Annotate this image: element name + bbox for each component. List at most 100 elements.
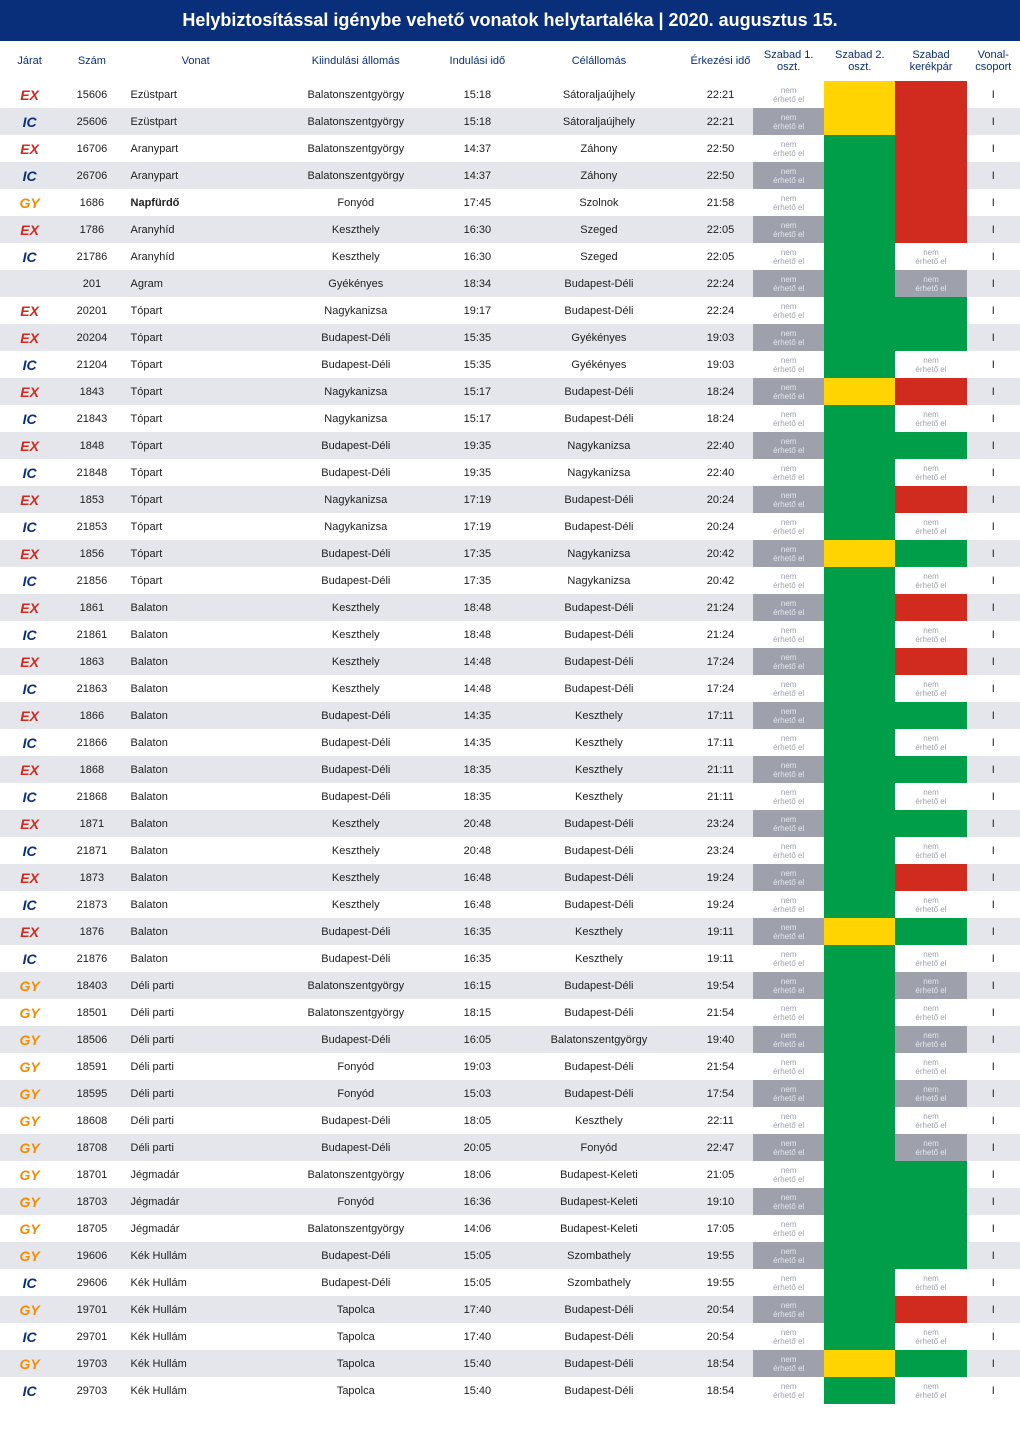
cell-jarat: GY <box>0 189 59 216</box>
status-cell <box>895 378 966 405</box>
cell-vcs: I <box>967 297 1020 324</box>
cell-eido: 17:11 <box>688 729 753 756</box>
cell-iido: 15:35 <box>445 324 510 351</box>
cell-vcs: I <box>967 756 1020 783</box>
status-cell: nemérhető el <box>895 891 966 918</box>
status-cell: nemérhető el <box>753 486 824 513</box>
status-cell: nemérhető el <box>753 1350 824 1377</box>
status-cell: nemérhető el <box>753 945 824 972</box>
cell-kiind: Budapest-Déli <box>267 1134 445 1161</box>
cell-vcs: I <box>967 486 1020 513</box>
cell-vonat: Déli parti <box>125 1107 267 1134</box>
cell-eido: 19:54 <box>688 972 753 999</box>
cell-eido: 18:24 <box>688 378 753 405</box>
cell-eido: 20:24 <box>688 513 753 540</box>
status-cell: nemérhető el <box>895 1269 966 1296</box>
cell-vcs: I <box>967 216 1020 243</box>
status-cell <box>824 756 895 783</box>
cell-cel: Budapest-Déli <box>510 594 688 621</box>
status-cell <box>895 81 966 108</box>
cell-vonat: Tópart <box>125 540 267 567</box>
table-row: IC21843TópartNagykanizsa15:17Budapest-Dé… <box>0 405 1020 432</box>
hdr-iido: Indulási idő <box>445 41 510 81</box>
status-cell <box>824 378 895 405</box>
cell-kiind: Keszthely <box>267 621 445 648</box>
cell-jarat: IC <box>0 243 59 270</box>
cell-jarat: IC <box>0 351 59 378</box>
cell-cel: Budapest-Déli <box>510 270 688 297</box>
cell-cel: Nagykanizsa <box>510 567 688 594</box>
cell-szam: 18708 <box>59 1134 124 1161</box>
cell-jarat: EX <box>0 378 59 405</box>
cell-vonat: Agram <box>125 270 267 297</box>
status-cell: nemérhető el <box>753 1026 824 1053</box>
status-cell <box>824 162 895 189</box>
cell-eido: 21:24 <box>688 621 753 648</box>
status-cell: nemérhető el <box>895 513 966 540</box>
table-row: IC21868BalatonBudapest-Déli18:35Keszthel… <box>0 783 1020 810</box>
cell-cel: Budapest-Déli <box>510 1323 688 1350</box>
cell-vonat: Tópart <box>125 351 267 378</box>
status-cell: nemérhető el <box>753 351 824 378</box>
status-cell <box>824 810 895 837</box>
cell-vcs: I <box>967 513 1020 540</box>
cell-szam: 21866 <box>59 729 124 756</box>
cell-kiind: Tapolca <box>267 1323 445 1350</box>
cell-cel: Keszthely <box>510 918 688 945</box>
cell-vonat: Tópart <box>125 378 267 405</box>
cell-iido: 19:17 <box>445 297 510 324</box>
cell-vcs: I <box>967 1053 1020 1080</box>
table-row: IC29701Kék HullámTapolca17:40Budapest-Dé… <box>0 1323 1020 1350</box>
table-row: IC29703Kék HullámTapolca15:40Budapest-Dé… <box>0 1377 1020 1404</box>
table-row: EX1853TópartNagykanizsa17:19Budapest-Dél… <box>0 486 1020 513</box>
status-cell <box>895 864 966 891</box>
cell-cel: Keszthely <box>510 945 688 972</box>
status-cell <box>824 1080 895 1107</box>
cell-szam: 19606 <box>59 1242 124 1269</box>
status-cell <box>824 351 895 378</box>
cell-iido: 17:40 <box>445 1296 510 1323</box>
status-cell: nemérhető el <box>895 1080 966 1107</box>
cell-vonat: Balaton <box>125 756 267 783</box>
cell-vonat: Balaton <box>125 621 267 648</box>
cell-szam: 21786 <box>59 243 124 270</box>
cell-vonat: Déli parti <box>125 1053 267 1080</box>
cell-kiind: Nagykanizsa <box>267 405 445 432</box>
cell-cel: Nagykanizsa <box>510 432 688 459</box>
cell-jarat: IC <box>0 108 59 135</box>
table-row: IC21861BalatonKeszthely18:48Budapest-Dél… <box>0 621 1020 648</box>
status-cell: nemérhető el <box>753 378 824 405</box>
cell-iido: 17:19 <box>445 486 510 513</box>
cell-szam: 21873 <box>59 891 124 918</box>
status-cell: nemérhető el <box>895 972 966 999</box>
cell-vonat: Balaton <box>125 594 267 621</box>
status-cell <box>824 270 895 297</box>
status-cell: nemérhető el <box>753 675 824 702</box>
status-cell <box>824 81 895 108</box>
cell-jarat: IC <box>0 1323 59 1350</box>
cell-eido: 19:24 <box>688 891 753 918</box>
cell-kiind: Fonyód <box>267 1188 445 1215</box>
cell-szam: 21853 <box>59 513 124 540</box>
cell-szam: 20201 <box>59 297 124 324</box>
table-row: GY19701Kék HullámTapolca17:40Budapest-Dé… <box>0 1296 1020 1323</box>
cell-kiind: Budapest-Déli <box>267 756 445 783</box>
cell-kiind: Keszthely <box>267 810 445 837</box>
cell-kiind: Budapest-Déli <box>267 729 445 756</box>
table-row: GY18591Déli partiFonyód19:03Budapest-Dél… <box>0 1053 1020 1080</box>
hdr-kiind: Kiindulási állomás <box>267 41 445 81</box>
cell-eido: 19:55 <box>688 1269 753 1296</box>
status-cell <box>824 621 895 648</box>
cell-szam: 18595 <box>59 1080 124 1107</box>
cell-kiind: Balatonszentgyörgy <box>267 135 445 162</box>
status-cell <box>824 702 895 729</box>
status-cell: nemérhető el <box>753 972 824 999</box>
cell-iido: 19:03 <box>445 1053 510 1080</box>
cell-kiind: Keszthely <box>267 675 445 702</box>
cell-szam: 29703 <box>59 1377 124 1404</box>
cell-vcs: I <box>967 1215 1020 1242</box>
cell-vcs: I <box>967 729 1020 756</box>
table-row: IC26706AranypartBalatonszentgyörgy14:37Z… <box>0 162 1020 189</box>
table-row: EX15606EzüstpartBalatonszentgyörgy15:18S… <box>0 81 1020 108</box>
cell-szam: 19703 <box>59 1350 124 1377</box>
